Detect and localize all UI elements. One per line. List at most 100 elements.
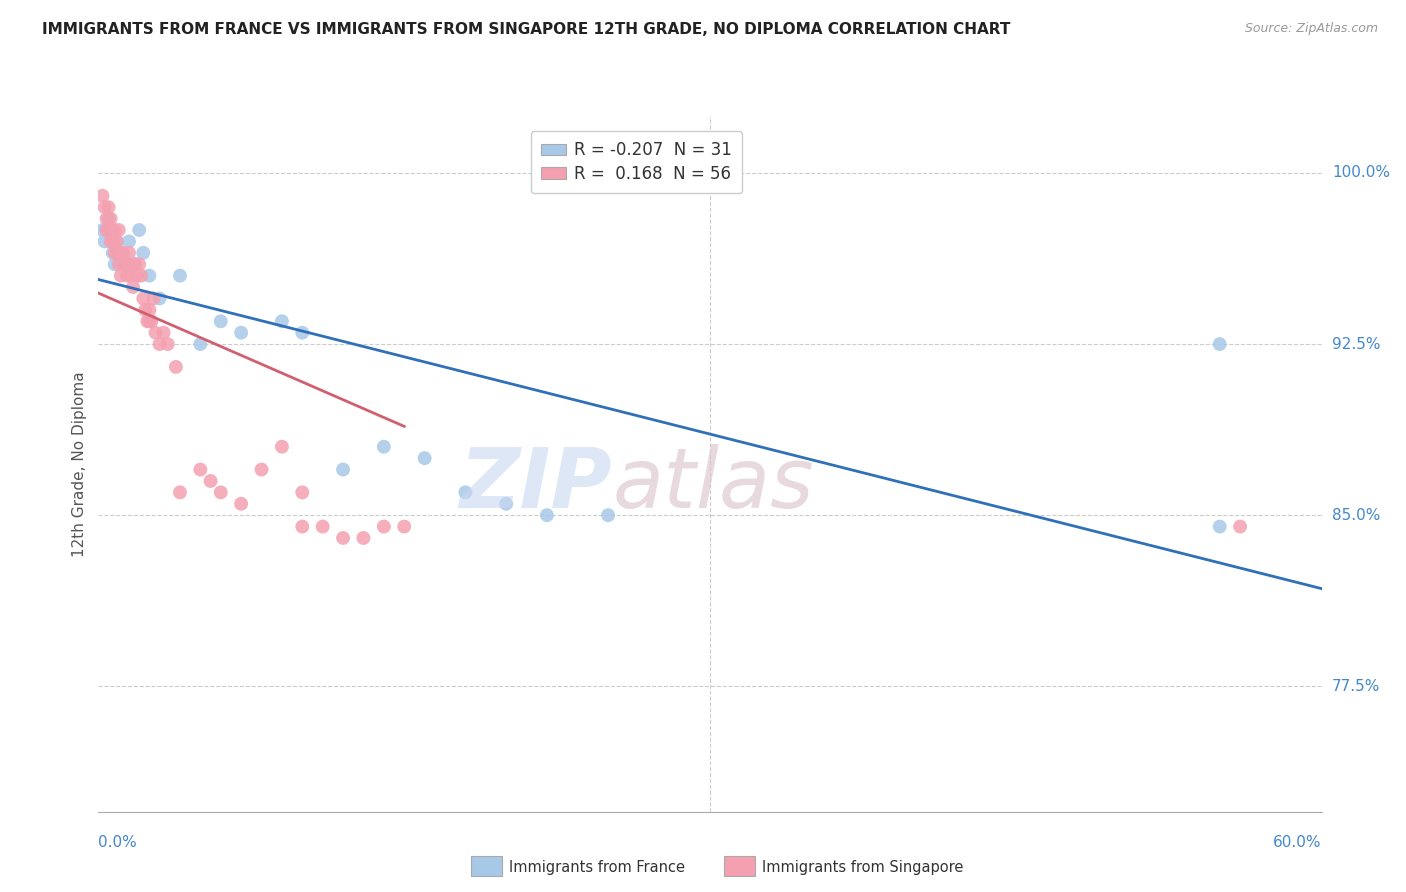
Point [96,211,118,226]
Point [105,235,128,249]
Point [104,245,127,260]
Point [93,200,115,214]
Point [1229,519,1251,533]
Text: 60.0%: 60.0% [1274,835,1322,849]
Point [108,223,131,237]
Text: atlas: atlas [612,444,814,525]
Point [122,280,145,294]
Point [120,268,142,283]
Point [91,189,114,203]
Point [188,337,212,351]
Point [373,440,395,454]
Point [169,485,191,500]
Text: 100.0%: 100.0% [1331,166,1391,180]
Point [97,200,120,214]
Point [104,257,127,271]
Point [111,245,134,260]
Point [141,314,163,328]
Text: 85.0%: 85.0% [1331,508,1381,523]
Point [114,257,136,271]
Text: Immigrants from France: Immigrants from France [509,860,685,874]
Text: 0.0%: 0.0% [98,835,138,849]
Point [138,302,160,317]
Point [291,485,314,500]
Point [96,223,118,237]
Point [124,257,146,271]
Legend: R = -0.207  N = 31, R =  0.168  N = 56: R = -0.207 N = 31, R = 0.168 N = 56 [531,131,742,193]
Point [128,257,150,271]
Point [312,519,335,533]
Point [132,292,155,306]
Point [134,302,156,317]
Point [332,462,354,476]
Point [156,337,179,351]
Text: IMMIGRANTS FROM FRANCE VS IMMIGRANTS FROM SINGAPORE 12TH GRADE, NO DIPLOMA CORRE: IMMIGRANTS FROM FRANCE VS IMMIGRANTS FRO… [42,22,1011,37]
Y-axis label: 12th Grade, No Diploma: 12th Grade, No Diploma [72,371,87,557]
Point [128,223,150,237]
Point [101,223,124,237]
Point [100,211,122,226]
Point [138,268,160,283]
Point [200,474,222,488]
Text: 77.5%: 77.5% [1331,679,1381,694]
Point [495,497,517,511]
Point [145,326,167,340]
Point [142,292,165,306]
Point [97,223,120,237]
Point [118,235,141,249]
Point [100,235,122,249]
Point [118,257,141,271]
Text: 92.5%: 92.5% [1331,336,1381,351]
Point [270,440,294,454]
Point [149,337,172,351]
Point [169,268,191,283]
Point [105,245,128,260]
Point [110,268,132,283]
Point [392,519,416,533]
Point [231,326,253,340]
Point [352,531,374,545]
Point [105,235,128,249]
Point [373,519,395,533]
Point [209,485,232,500]
Point [124,257,146,271]
Point [111,257,134,271]
Point [1209,337,1232,351]
Text: Source: ZipAtlas.com: Source: ZipAtlas.com [1244,22,1378,36]
Point [108,245,131,260]
Point [118,245,141,260]
Point [91,223,114,237]
Point [536,508,558,523]
Point [209,314,232,328]
Point [100,235,122,249]
Point [454,485,477,500]
Point [96,223,118,237]
Point [270,314,294,328]
Point [149,292,172,306]
Point [138,314,160,328]
Point [104,223,127,237]
Point [101,235,124,249]
Point [110,245,132,260]
Point [413,451,436,466]
Point [152,326,174,340]
Point [115,268,138,283]
Point [188,462,212,476]
Point [101,245,124,260]
Point [291,519,314,533]
Point [136,314,159,328]
Point [108,257,131,271]
Point [129,268,152,283]
Point [93,235,115,249]
Point [165,359,187,374]
Point [598,508,620,523]
Point [1209,519,1232,533]
Point [127,268,149,283]
Text: ZIP: ZIP [460,444,612,525]
Point [332,531,354,545]
Point [97,211,120,226]
Text: Immigrants from Singapore: Immigrants from Singapore [762,860,963,874]
Point [132,245,155,260]
Point [231,497,253,511]
Point [250,462,273,476]
